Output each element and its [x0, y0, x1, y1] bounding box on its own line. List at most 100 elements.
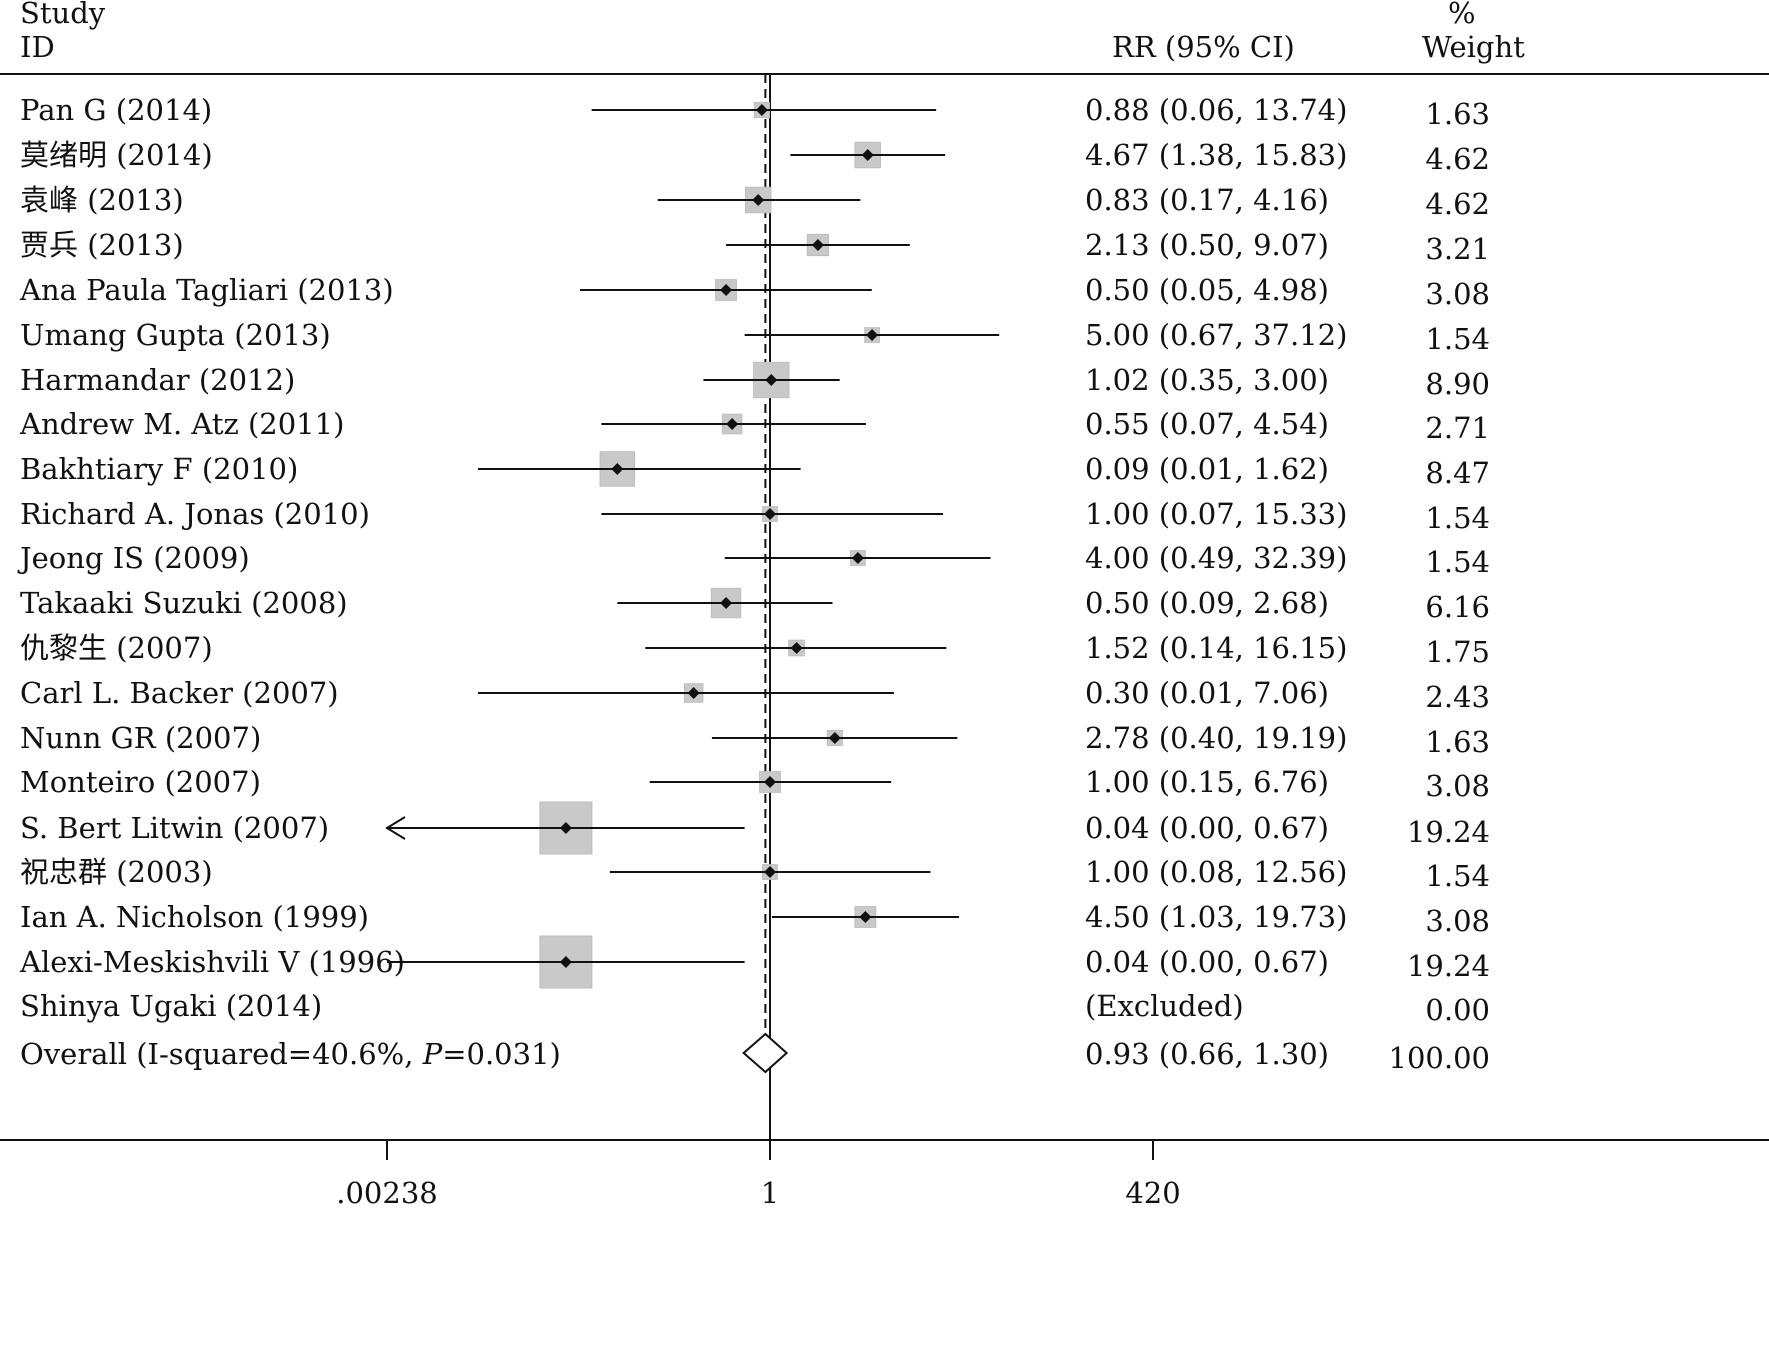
- study-weight-text: 1.54: [1425, 545, 1490, 579]
- study-weight-text: 3.08: [1425, 277, 1490, 311]
- study-ci-text: 5.00 (0.67, 37.12): [1085, 318, 1347, 352]
- study-ci-text: 0.04 (0.00, 0.67): [1085, 945, 1329, 979]
- study-ci-text: 0.30 (0.01, 7.06): [1085, 676, 1329, 710]
- axis-tick-label: 420: [1125, 1176, 1180, 1210]
- study-label: Nunn GR (2007): [20, 721, 261, 755]
- study-label: 仇黎生 (2007): [20, 631, 213, 665]
- study-label: Carl L. Backer (2007): [20, 676, 339, 710]
- point-estimate: [720, 284, 733, 296]
- study-weight-text: 1.54: [1425, 322, 1490, 356]
- study-header-line2: ID: [20, 30, 55, 64]
- point-estimate: [765, 374, 778, 386]
- study-label: 袁峰 (2013): [20, 183, 184, 217]
- study-weight-text: 8.90: [1425, 367, 1490, 401]
- study-weight-text: 3.21: [1425, 232, 1490, 266]
- point-estimate: [559, 956, 572, 968]
- study-ci-text: 4.00 (0.49, 32.39): [1085, 541, 1347, 575]
- study-weight-text: 6.16: [1425, 590, 1490, 624]
- point-estimate: [764, 866, 776, 878]
- study-header-line1: Study: [20, 0, 106, 30]
- overall-p-symbol: P: [422, 1037, 443, 1071]
- study-ci-text: (Excluded): [1085, 989, 1244, 1023]
- study-label: 贾兵 (2013): [20, 228, 184, 262]
- study-ci-text: 0.09 (0.01, 1.62): [1085, 452, 1329, 486]
- study-ci-text: 0.50 (0.05, 4.98): [1085, 273, 1329, 307]
- study-ci-text: 4.67 (1.38, 15.83): [1085, 138, 1347, 172]
- point-estimate: [764, 776, 776, 788]
- study-label: Harmandar (2012): [20, 363, 295, 397]
- study-label: Shinya Ugaki (2014): [20, 989, 322, 1023]
- study-ci-text: 1.52 (0.14, 16.15): [1085, 631, 1347, 665]
- study-ci-text: 0.50 (0.09, 2.68): [1085, 586, 1329, 620]
- study-label: Ana Paula Tagliari (2013): [19, 273, 394, 307]
- study-ci-text: 0.88 (0.06, 13.74): [1085, 93, 1347, 127]
- axis-ticks: .00238 1 420: [336, 1140, 1181, 1210]
- study-rows: Pan G (2014) 0.88 (0.06, 13.74) 1.63 莫绪明 (2…: [17, 93, 1490, 1027]
- study-label: 莫绪明 (2014): [20, 138, 213, 172]
- point-estimate: [764, 508, 776, 520]
- point-estimate: [866, 329, 879, 341]
- study-ci-text: 0.55 (0.07, 4.54): [1085, 407, 1329, 441]
- study-ci-text: 1.00 (0.08, 12.56): [1085, 855, 1347, 889]
- axis-tick-label: 1: [761, 1176, 779, 1210]
- study-weight-text: 2.71: [1425, 411, 1490, 445]
- study-weight-text: 8.47: [1425, 456, 1490, 490]
- study-ci-text: 1.00 (0.15, 6.76): [1085, 765, 1329, 799]
- study-weight-text: 19.24: [1407, 949, 1490, 983]
- study-label: Richard A. Jonas (2010): [20, 497, 370, 531]
- point-estimate: [726, 418, 739, 430]
- point-estimate: [790, 642, 803, 654]
- study-weight-text: 1.63: [1425, 97, 1490, 131]
- study-label: Jeong IS (2009): [17, 541, 250, 575]
- study-label: Pan G (2014): [20, 93, 212, 127]
- study-weight-text: 4.62: [1425, 187, 1490, 221]
- point-estimate: [687, 687, 700, 699]
- overall-suffix: =0.031): [442, 1037, 561, 1071]
- study-ci-text: 1.00 (0.07, 15.33): [1085, 497, 1347, 531]
- study-weight-text: 3.08: [1425, 904, 1490, 938]
- point-estimate: [811, 239, 824, 251]
- overall-label: Overall (I-squared=40.6%, P=0.031): [20, 1037, 561, 1071]
- point-estimate: [828, 732, 841, 744]
- study-weight-text: 1.54: [1425, 501, 1490, 535]
- overall-ci-text: 0.93 (0.66, 1.30): [1085, 1037, 1329, 1071]
- point-estimate: [755, 104, 768, 116]
- study-label: Andrew M. Atz (2011): [19, 407, 344, 441]
- study-weight-text: 3.08: [1425, 769, 1490, 803]
- point-estimate: [859, 911, 872, 923]
- point-estimate: [861, 149, 874, 161]
- point-estimate: [851, 552, 864, 564]
- study-label: Umang Gupta (2013): [20, 318, 331, 352]
- overall-prefix: Overall (I-squared=40.6%,: [20, 1037, 423, 1071]
- overall-diamond: [742, 1032, 789, 1074]
- point-estimate: [720, 597, 733, 609]
- study-label: Bakhtiary F (2010): [20, 452, 298, 486]
- weight-header-line1: %: [1448, 0, 1476, 30]
- point-estimate: [611, 463, 624, 475]
- overall-weight-text: 100.00: [1388, 1041, 1490, 1075]
- study-ci-text: 4.50 (1.03, 19.73): [1085, 900, 1347, 934]
- study-label: Ian A. Nicholson (1999): [20, 900, 369, 934]
- study-weight-text: 4.62: [1425, 142, 1490, 176]
- plot-marks: [385, 74, 1000, 1140]
- study-weight-text: 1.63: [1425, 725, 1490, 759]
- study-ci-text: 1.02 (0.35, 3.00): [1085, 363, 1329, 397]
- point-estimate: [752, 194, 765, 206]
- study-ci-text: 0.04 (0.00, 0.67): [1085, 811, 1329, 845]
- weight-header-line2: Weight: [1422, 30, 1525, 64]
- study-ci-text: 2.78 (0.40, 19.19): [1085, 721, 1347, 755]
- study-weight-text: 0.00: [1425, 993, 1490, 1027]
- static-lines: [0, 73, 1769, 1141]
- study-weight-text: 1.75: [1425, 635, 1490, 669]
- point-estimate: [559, 822, 572, 834]
- axis-tick-label: .00238: [336, 1176, 437, 1210]
- study-ci-text: 0.83 (0.17, 4.16): [1085, 183, 1329, 217]
- study-label: Takaaki Suzuki (2008): [20, 586, 348, 620]
- study-label: Alexi-Meskishvili V (1996): [19, 945, 405, 979]
- ci-arrow-left: [385, 816, 406, 840]
- study-weight-text: 1.54: [1425, 859, 1490, 893]
- study-label: 祝忠群 (2003): [20, 855, 213, 889]
- rr-header: RR (95% CI): [1112, 30, 1295, 64]
- study-label: S. Bert Litwin (2007): [20, 811, 329, 845]
